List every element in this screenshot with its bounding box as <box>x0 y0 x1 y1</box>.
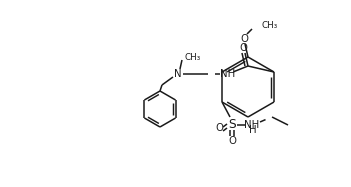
Text: CH₃: CH₃ <box>185 53 201 62</box>
Text: H: H <box>249 125 257 135</box>
Text: NH: NH <box>244 120 260 130</box>
Text: O: O <box>215 123 223 133</box>
Text: NH: NH <box>220 69 236 79</box>
Text: CH₃: CH₃ <box>262 21 278 30</box>
Text: N: N <box>174 69 182 79</box>
Text: O: O <box>239 43 247 53</box>
Text: S: S <box>228 119 236 131</box>
Text: O: O <box>240 34 248 44</box>
Text: O: O <box>228 136 236 146</box>
